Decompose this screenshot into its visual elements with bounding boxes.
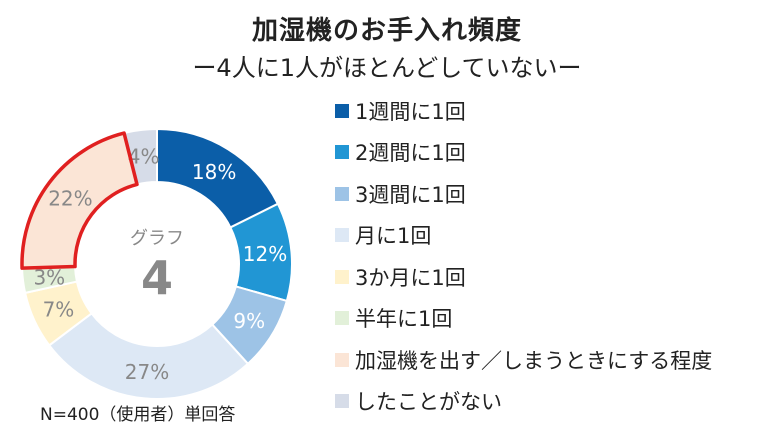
legend-label-2: 2週間に1回 (355, 141, 466, 166)
legend-swatch-5 (335, 269, 349, 284)
legend-label-7: 加湿機を出す／しまうときにする程度 (355, 348, 713, 373)
slice-label-7: 22% (48, 187, 92, 211)
legend-swatch-4 (335, 228, 349, 243)
legend-label-1: 1週間に1回 (355, 99, 466, 124)
legend-swatch-7 (335, 352, 349, 367)
legend-swatch-2 (335, 145, 349, 160)
slice-label-5: 7% (43, 297, 75, 321)
legend-label-8: したことがない (355, 390, 502, 415)
highlight-outline (20, 131, 139, 270)
legend-item-8: したことがない (335, 381, 712, 423)
slice-label-4: 27% (125, 360, 169, 384)
chart-subtitle: ー4人に1人がほとんどしていないー (192, 54, 582, 82)
legend-label-4: 月に1回 (355, 224, 432, 249)
chart-title: 加湿機のお手入れ頻度 (251, 16, 522, 46)
slice-label-1: 18% (192, 160, 236, 184)
legend-item-1: 1週間に1回 (335, 90, 712, 132)
legend-item-7: 加湿機を出す／しまうときにする程度 (335, 339, 712, 381)
center-number: 4 (141, 251, 173, 305)
legend-label-6: 半年に1回 (355, 307, 453, 332)
legend-item-6: 半年に1回 (335, 298, 712, 340)
legend-swatch-1 (335, 103, 349, 118)
legend-label-3: 3週間に1回 (355, 182, 466, 207)
slice-label-2: 12% (243, 242, 287, 266)
legend-label-5: 3か月に1回 (355, 265, 466, 290)
slice-label-3: 9% (233, 309, 265, 333)
slice-4 (47, 312, 250, 400)
legend-item-4: 月に1回 (335, 215, 712, 257)
legend-item-3: 3週間に1回 (335, 173, 712, 215)
legend-swatch-6 (335, 311, 349, 326)
legend-item-5: 3か月に1回 (335, 256, 712, 298)
center-label: グラフ (130, 228, 184, 249)
legend: 1週間に1回 2週間に1回 3週間に1回 月に1回 3か月に1回 半年に1回加湿機を出す／… (335, 90, 712, 422)
legend-item-2: 2週間に1回 (335, 132, 712, 174)
legend-swatch-3 (335, 186, 349, 201)
sample-note: N=400（使用者）単回答 (40, 405, 236, 425)
legend-swatch-8 (335, 394, 349, 409)
